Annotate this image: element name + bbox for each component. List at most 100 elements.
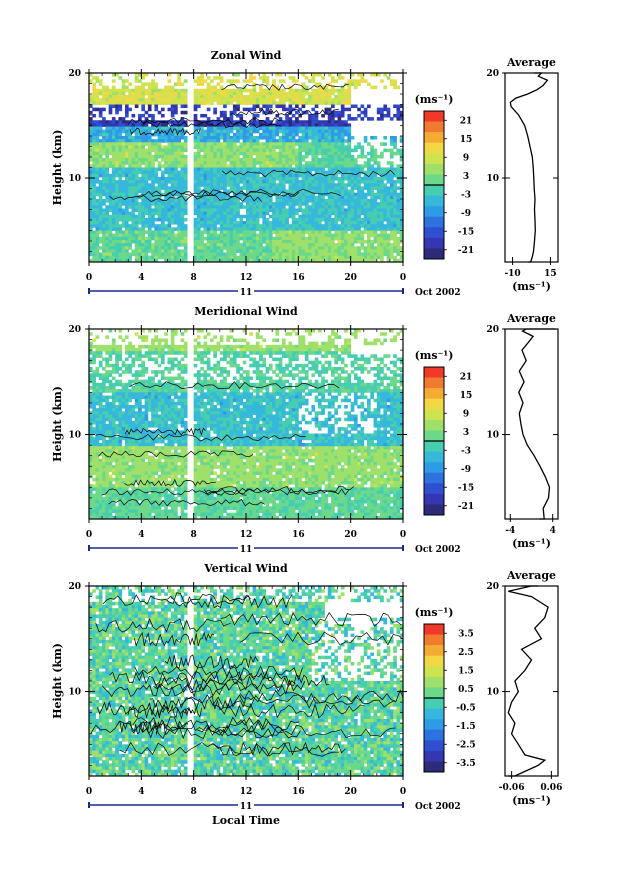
avg-y-tick-label: 10 bbox=[486, 688, 499, 698]
colorbar-swatch bbox=[424, 367, 444, 378]
average-title: Average bbox=[506, 569, 556, 582]
avg-x-tick-label: -4 bbox=[505, 526, 515, 536]
panel-title: Zonal Wind bbox=[211, 49, 282, 62]
contour-lines bbox=[109, 83, 395, 203]
x-tick-label: 4 bbox=[138, 273, 144, 283]
average-panel: Average 20 10 -4 4(ms⁻¹) bbox=[486, 312, 559, 550]
x-tick-label: 0 bbox=[86, 530, 92, 540]
colorbar-tick-label: -21 bbox=[458, 502, 474, 512]
month-label: Oct 2002 bbox=[415, 545, 461, 555]
colorbar-swatch bbox=[424, 419, 444, 431]
x-tick-label: 20 bbox=[344, 530, 357, 540]
colorbar-swatch bbox=[424, 698, 444, 709]
contour-lines bbox=[90, 592, 404, 757]
colorbar-swatch bbox=[424, 729, 444, 741]
colorbar-swatch bbox=[424, 216, 444, 228]
colorbar-swatch bbox=[424, 624, 444, 635]
colorbar-swatch bbox=[424, 504, 444, 516]
heatmap-cells bbox=[89, 586, 404, 777]
colorbar-tick-label: -3.5 bbox=[456, 759, 475, 769]
x-tick-label: 20 bbox=[344, 787, 357, 797]
average-title: Average bbox=[506, 56, 556, 69]
colorbar-unit-label: (ms⁻¹) bbox=[415, 606, 454, 619]
average-profile-line bbox=[507, 585, 549, 777]
x-tick-label: 0 bbox=[86, 273, 92, 283]
y-tick-label: 10 bbox=[68, 431, 81, 441]
x-tick-label: 8 bbox=[191, 530, 197, 540]
y-tick-label: 20 bbox=[68, 325, 81, 335]
colorbar-swatch bbox=[424, 493, 444, 505]
avg-unit-label: (ms⁻¹) bbox=[512, 280, 551, 293]
colorbar-tick-label: 3.5 bbox=[458, 629, 474, 639]
avg-y-tick-label: 20 bbox=[486, 69, 499, 79]
average-frame bbox=[504, 72, 559, 263]
y-tick-label: 20 bbox=[68, 582, 81, 592]
avg-y-tick-label: 10 bbox=[486, 174, 499, 184]
colorbar-tick-label: 21 bbox=[460, 372, 473, 382]
colorbar-unit-label: (ms⁻¹) bbox=[415, 93, 454, 106]
colorbar-tick-label: 9 bbox=[463, 153, 469, 163]
date-label: 11 bbox=[240, 545, 253, 555]
x-tick-label: 12 bbox=[240, 530, 253, 540]
colorbar-swatch bbox=[424, 206, 444, 218]
colorbar-tick-label: -9 bbox=[461, 209, 471, 219]
colorbar-swatch bbox=[424, 132, 444, 144]
avg-x-tick-label: 15 bbox=[544, 269, 557, 279]
colorbar-swatch bbox=[424, 645, 444, 657]
colorbar-swatch bbox=[424, 441, 444, 452]
x-tick-label: 0 bbox=[400, 787, 406, 797]
avg-unit-label: (ms⁻¹) bbox=[512, 537, 551, 550]
colorbar-swatch bbox=[424, 472, 444, 484]
x-tick-label: 16 bbox=[292, 530, 305, 540]
contour-lines bbox=[95, 381, 355, 507]
colorbar-tick-label: 9 bbox=[463, 409, 469, 419]
avg-unit-label: (ms⁻¹) bbox=[512, 794, 551, 807]
avg-x-tick-label: -0.06 bbox=[499, 783, 525, 793]
colorbar-swatch bbox=[424, 163, 444, 175]
colorbar-swatch bbox=[424, 174, 444, 186]
panel-title: Vertical Wind bbox=[203, 562, 288, 575]
colorbar-tick-label: -15 bbox=[458, 483, 474, 493]
colorbar-swatch bbox=[424, 687, 444, 699]
x-tick-label: 12 bbox=[240, 787, 253, 797]
colorbar-tick-label: 15 bbox=[460, 135, 473, 145]
y-tick-label: 10 bbox=[68, 174, 81, 184]
x-tick-label: 0 bbox=[400, 273, 406, 283]
colorbar-swatch bbox=[424, 409, 444, 421]
x-tick-label: 20 bbox=[344, 273, 357, 283]
x-tick-label: 0 bbox=[400, 530, 406, 540]
colorbar-swatch bbox=[424, 142, 444, 154]
colorbar-tick-label: -21 bbox=[458, 246, 474, 256]
average-title: Average bbox=[506, 312, 556, 325]
y-tick-label: 10 bbox=[68, 688, 81, 698]
panel-1: Zonal Wind 20 10 0 4 8 12 16 20 0 Height (km) 11 Oct… bbox=[51, 49, 559, 298]
panel-title: Meridional Wind bbox=[194, 305, 298, 318]
average-profile-line bbox=[518, 328, 556, 520]
x-tick-label: 8 bbox=[191, 787, 197, 797]
x-tick-label: 16 bbox=[292, 787, 305, 797]
average-profile-line bbox=[509, 72, 549, 263]
colorbar-swatch bbox=[424, 121, 444, 133]
average-panel: Average 20 10 -10 15(ms⁻¹) bbox=[486, 56, 559, 293]
colorbar-tick-label: 3 bbox=[463, 428, 469, 438]
colorbar-tick-label: -0.5 bbox=[456, 703, 475, 713]
panel-2: Meridional Wind 20 10 0 4 8 12 16 20 0 Height (km)… bbox=[51, 305, 559, 555]
colorbar-swatch bbox=[424, 227, 444, 239]
colorbar-tick-label: -2.5 bbox=[456, 740, 475, 750]
y-axis-label: Height (km) bbox=[51, 386, 64, 462]
colorbar-tick-label: 0.5 bbox=[458, 685, 474, 695]
colorbar-swatch bbox=[424, 195, 444, 207]
colorbar-swatch bbox=[424, 483, 444, 495]
colorbar-swatch bbox=[424, 655, 444, 667]
date-label: 11 bbox=[240, 802, 253, 812]
colorbar-unit-label: (ms⁻¹) bbox=[415, 349, 454, 362]
colorbar-tick-label: 15 bbox=[460, 391, 473, 401]
x-tick-label: 0 bbox=[86, 787, 92, 797]
colorbar-tick-label: -15 bbox=[458, 227, 474, 237]
colorbar-swatch bbox=[424, 377, 444, 389]
colorbar-swatch bbox=[424, 676, 444, 688]
avg-y-tick-label: 20 bbox=[486, 325, 499, 335]
colorbar-swatch bbox=[424, 153, 444, 165]
colorbar-swatch bbox=[424, 430, 444, 442]
